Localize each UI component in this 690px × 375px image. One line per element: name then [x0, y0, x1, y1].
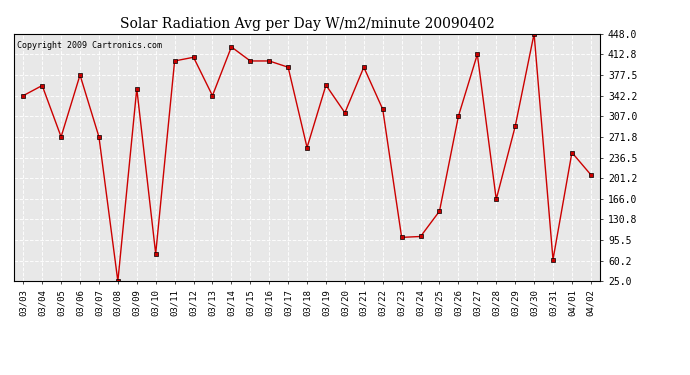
Title: Solar Radiation Avg per Day W/m2/minute 20090402: Solar Radiation Avg per Day W/m2/minute … — [119, 17, 495, 31]
Text: Copyright 2009 Cartronics.com: Copyright 2009 Cartronics.com — [17, 41, 161, 50]
